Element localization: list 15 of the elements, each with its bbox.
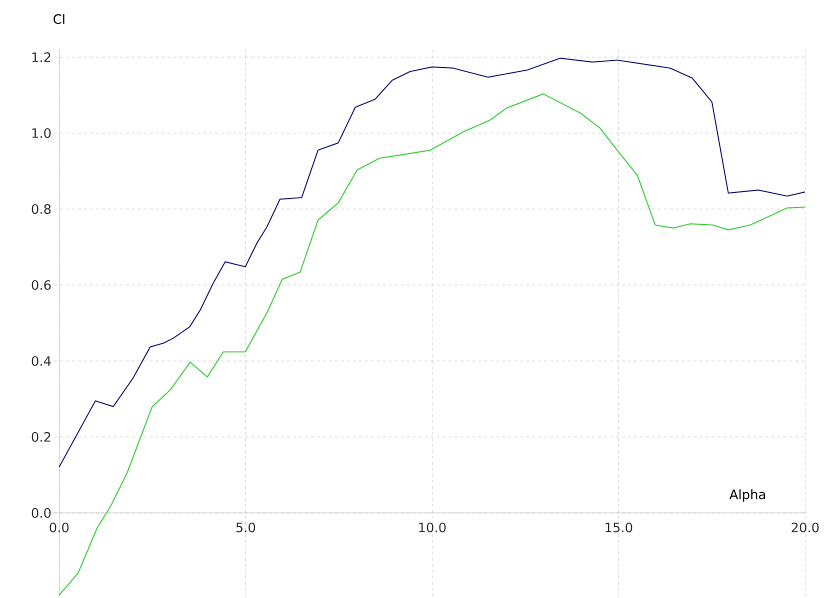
- x-tick-label: 0.0: [50, 522, 69, 532]
- line-series: [58, 58, 806, 468]
- y-tick-label: 1.0: [32, 128, 51, 138]
- x-tick-label: 10.0: [419, 522, 446, 532]
- y-tick-label: 0.6: [32, 280, 51, 290]
- y-axis-title: Cl: [54, 14, 64, 24]
- y-tick-label: 0.4: [32, 356, 51, 366]
- x-axis-title: Alpha: [729, 489, 766, 502]
- y-tick-label: 1.2: [32, 52, 50, 62]
- y-tick-label: 0.2: [32, 432, 50, 442]
- x-tick-label: 15.0: [606, 522, 632, 532]
- x-tick-label: 5.0: [236, 522, 256, 532]
- y-tick-label: 0.8: [32, 204, 51, 214]
- y-tick-label: 0.0: [32, 508, 51, 518]
- x-tick-label: 20.0: [792, 522, 819, 532]
